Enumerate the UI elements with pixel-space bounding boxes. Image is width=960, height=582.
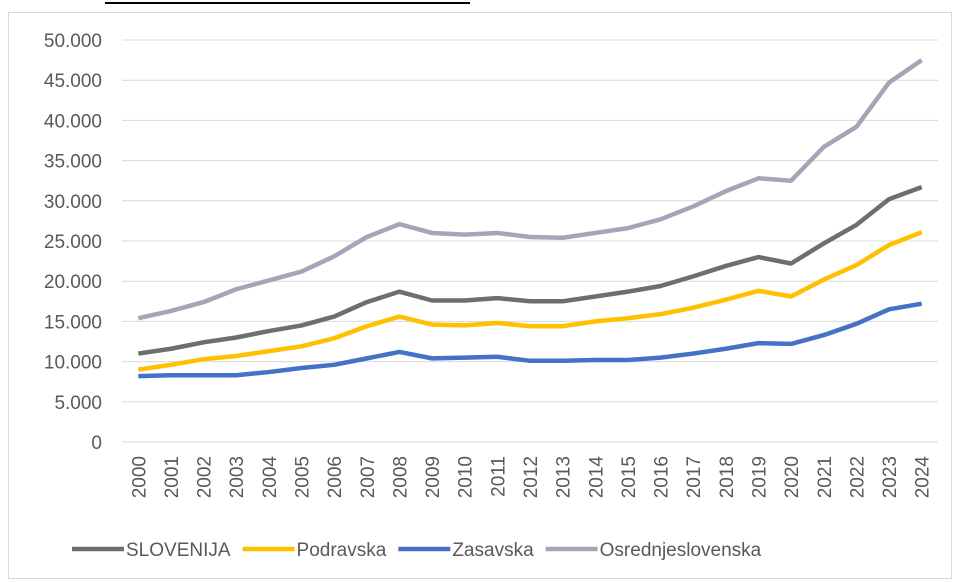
series-line <box>138 301 923 379</box>
y-tick-label: 15.000 <box>44 312 102 333</box>
x-tick-label: 2007 <box>358 456 379 498</box>
x-tick-label: 2014 <box>586 456 607 499</box>
y-tick-label: 0 <box>91 433 102 454</box>
x-tick-label: 2016 <box>652 456 673 498</box>
x-tick-label: 2020 <box>782 456 803 498</box>
y-tick-label: 40.000 <box>44 111 102 132</box>
x-tick-label: 2019 <box>749 456 770 498</box>
x-tick-label: 2018 <box>717 456 738 498</box>
y-tick-label: 30.000 <box>44 192 102 213</box>
x-tick-label: 2017 <box>684 456 705 498</box>
x-tick-label: 2010 <box>456 456 477 498</box>
y-tick-label: 25.000 <box>44 232 102 253</box>
y-tick-label: 50.000 <box>44 31 102 52</box>
legend-label: Osrednjeslovenska <box>600 540 762 561</box>
y-tick-label: 35.000 <box>44 152 102 173</box>
x-tick-label: 2024 <box>913 456 934 499</box>
legend-label: Podravska <box>297 540 387 561</box>
x-tick-label: 2015 <box>619 456 640 498</box>
x-tick-label: 2009 <box>423 456 444 498</box>
x-tick-label: 2021 <box>815 456 836 498</box>
x-tick-label: 2013 <box>554 456 575 498</box>
series-line <box>137 185 923 356</box>
x-tick-label: 2012 <box>521 456 542 498</box>
x-tick-label: 2003 <box>227 456 248 498</box>
x-tick-label: 2022 <box>847 456 868 498</box>
y-tick-label: 20.000 <box>44 272 102 293</box>
legend-label: SLOVENIJA <box>126 540 231 561</box>
x-tick-label: 2002 <box>195 456 216 498</box>
series-line <box>137 58 923 321</box>
x-tick-label: 2001 <box>162 456 183 498</box>
x-tick-label: 2011 <box>488 456 509 497</box>
x-tick-label: 2023 <box>880 456 901 498</box>
x-tick-label: 2000 <box>129 456 150 498</box>
x-tick-label: 2008 <box>390 456 411 498</box>
y-tick-label: 10.000 <box>44 353 102 374</box>
legend-label: Zasavska <box>452 540 534 561</box>
y-tick-label: 45.000 <box>44 71 102 92</box>
x-tick-label: 2005 <box>293 456 314 498</box>
series-line <box>137 230 923 372</box>
y-tick-label: 5.000 <box>54 393 102 414</box>
x-tick-label: 2004 <box>260 456 281 499</box>
x-tick-label: 2006 <box>325 456 346 498</box>
